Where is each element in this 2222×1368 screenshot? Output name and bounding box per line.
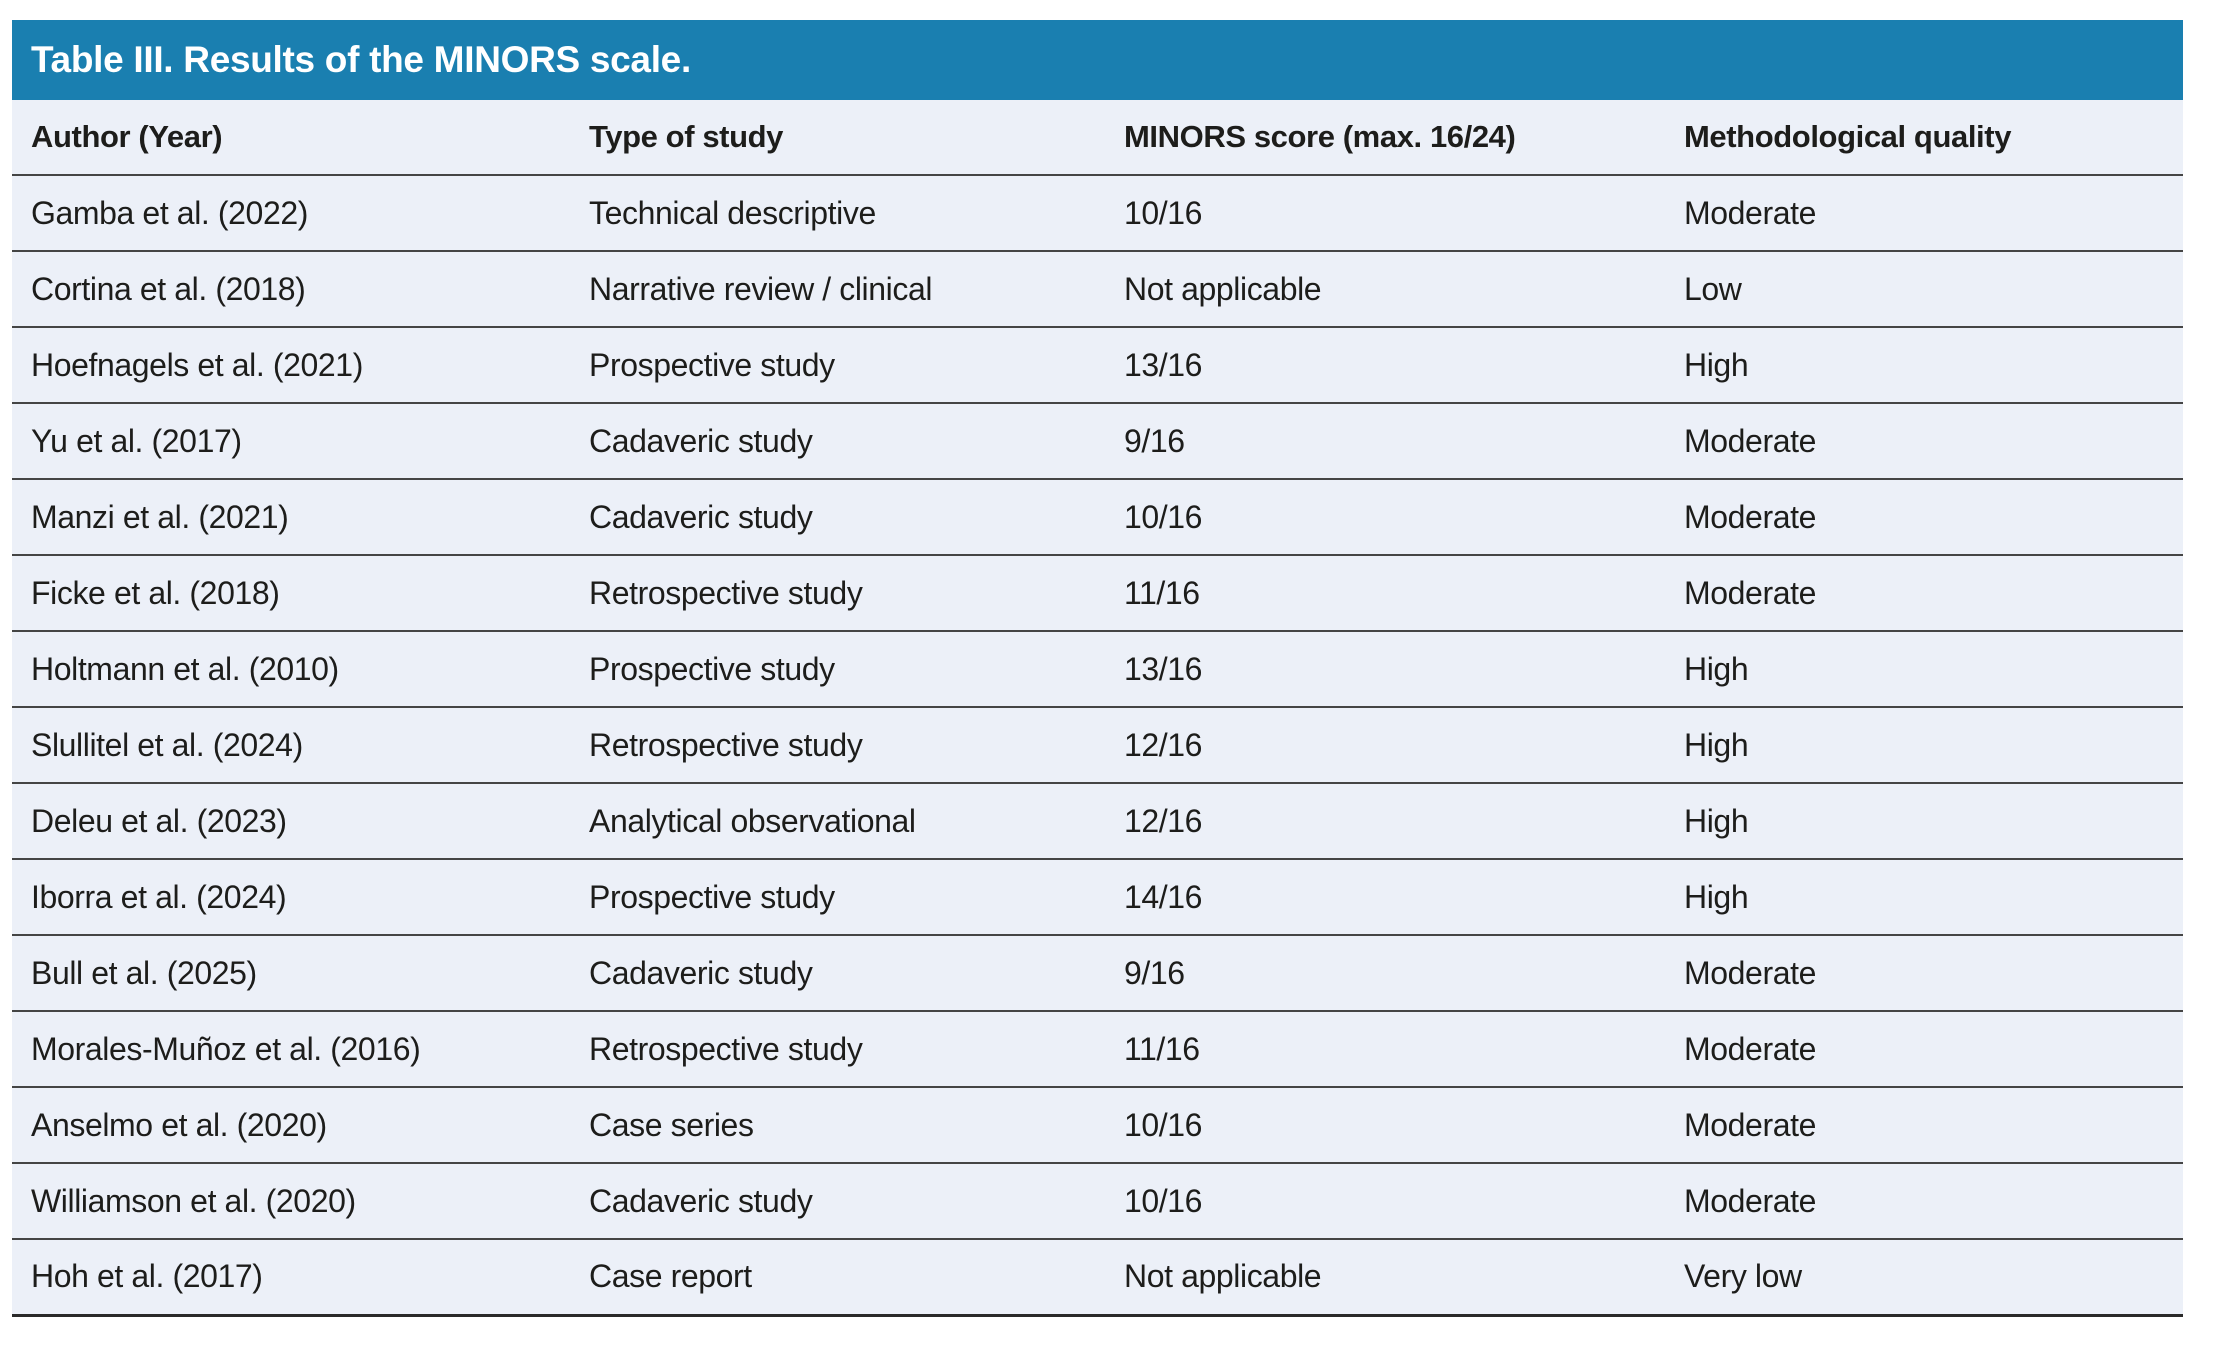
table-row: Anselmo et al. (2020) Case series 10/16 Mod… xyxy=(12,1087,2183,1164)
table-cell: High xyxy=(1665,631,2183,708)
column-header-study-type: Type of study xyxy=(570,100,1105,176)
table-row: Deleu et al. (2023) Analytical observatio… xyxy=(12,783,2183,860)
table-row: Hoh et al. (2017) Case report Not applicab… xyxy=(12,1239,2183,1317)
table-cell: Cortina et al. (2018) xyxy=(12,251,570,328)
table-cell: Cadaveric study xyxy=(570,935,1105,1012)
table-cell: Prospective study xyxy=(570,327,1105,404)
table-header: Author (Year) Type of study MINORS score… xyxy=(12,100,2183,176)
table-cell: Case series xyxy=(570,1087,1105,1164)
column-header-minors-score: MINORS score (max. 16/24) xyxy=(1105,100,1665,176)
table-cell: Hoh et al. (2017) xyxy=(12,1239,570,1317)
table-cell: Retrospective study xyxy=(570,707,1105,784)
table-cell: Prospective study xyxy=(570,631,1105,708)
table-row: Ficke et al. (2018) Retrospective study 11… xyxy=(12,555,2183,632)
table-cell: Moderate xyxy=(1665,1163,2183,1240)
table-row: Yu et al. (2017) Cadaveric study 9/16 Moder… xyxy=(12,403,2183,480)
column-header-author: Author (Year) xyxy=(12,100,570,176)
table-cell: 14/16 xyxy=(1105,859,1665,936)
table-cell: Not applicable xyxy=(1105,1239,1665,1317)
table-cell: Moderate xyxy=(1665,1087,2183,1164)
table-cell: High xyxy=(1665,327,2183,404)
minors-table: Author (Year) Type of study MINORS score… xyxy=(12,100,2183,1317)
table-cell: 10/16 xyxy=(1105,479,1665,556)
table-cell: 10/16 xyxy=(1105,1163,1665,1240)
table-cell: Williamson et al. (2020) xyxy=(12,1163,570,1240)
table-cell: 13/16 xyxy=(1105,327,1665,404)
table-cell: Low xyxy=(1665,251,2183,328)
table-cell: Moderate xyxy=(1665,175,2183,252)
table-title: Table III. Results of the MINORS scale. xyxy=(12,20,2183,100)
table-row: Slullitel et al. (2024) Retrospective stu… xyxy=(12,707,2183,784)
table-cell: Holtmann et al. (2010) xyxy=(12,631,570,708)
table-cell: 10/16 xyxy=(1105,175,1665,252)
table-cell: Analytical observational xyxy=(570,783,1105,860)
table-row: Holtmann et al. (2010) Prospective study 1… xyxy=(12,631,2183,708)
table-cell: Retrospective study xyxy=(570,1011,1105,1088)
table-cell: Gamba et al. (2022) xyxy=(12,175,570,252)
table-cell: Ficke et al. (2018) xyxy=(12,555,570,632)
table-cell: Case report xyxy=(570,1239,1105,1317)
table-row: Cortina et al. (2018) Narrative review / … xyxy=(12,251,2183,328)
table-cell: 12/16 xyxy=(1105,783,1665,860)
table-row: Morales-Muñoz et al. (2016) Retrospective… xyxy=(12,1011,2183,1088)
table-cell: High xyxy=(1665,859,2183,936)
table-cell: Slullitel et al. (2024) xyxy=(12,707,570,784)
table-body: Gamba et al. (2022) Technical descriptive… xyxy=(12,175,2183,1317)
table-cell: Anselmo et al. (2020) xyxy=(12,1087,570,1164)
table-cell: Cadaveric study xyxy=(570,1163,1105,1240)
table-cell: Morales-Muñoz et al. (2016) xyxy=(12,1011,570,1088)
table-cell: Bull et al. (2025) xyxy=(12,935,570,1012)
table-cell: Iborra et al. (2024) xyxy=(12,859,570,936)
table-cell: Narrative review / clinical xyxy=(570,251,1105,328)
table-cell: Very low xyxy=(1665,1239,2183,1317)
table-cell: 12/16 xyxy=(1105,707,1665,784)
table-cell: Hoefnagels et al. (2021) xyxy=(12,327,570,404)
table-cell: Moderate xyxy=(1665,935,2183,1012)
table-cell: 11/16 xyxy=(1105,555,1665,632)
table-cell: 11/16 xyxy=(1105,1011,1665,1088)
table-row: Gamba et al. (2022) Technical descriptive… xyxy=(12,175,2183,252)
table-cell: Moderate xyxy=(1665,1011,2183,1088)
table-cell: High xyxy=(1665,707,2183,784)
table-cell: Cadaveric study xyxy=(570,403,1105,480)
table-row: Williamson et al. (2020) Cadaveric study 1… xyxy=(12,1163,2183,1240)
table-row: Hoefnagels et al. (2021) Prospective stud… xyxy=(12,327,2183,404)
table-row: Manzi et al. (2021) Cadaveric study 10/16 M… xyxy=(12,479,2183,556)
table-cell: Cadaveric study xyxy=(570,479,1105,556)
table-cell: High xyxy=(1665,783,2183,860)
table-cell: Moderate xyxy=(1665,555,2183,632)
table-cell: Moderate xyxy=(1665,479,2183,556)
table-cell: 13/16 xyxy=(1105,631,1665,708)
table-cell: Deleu et al. (2023) xyxy=(12,783,570,860)
table-cell: 10/16 xyxy=(1105,1087,1665,1164)
table-row: Iborra et al. (2024) Prospective study 14/… xyxy=(12,859,2183,936)
table-cell: Manzi et al. (2021) xyxy=(12,479,570,556)
table-cell: 9/16 xyxy=(1105,403,1665,480)
minors-table-container: Table III. Results of the MINORS scale. … xyxy=(12,20,2183,1317)
table-cell: Prospective study xyxy=(570,859,1105,936)
table-cell: Retrospective study xyxy=(570,555,1105,632)
table-cell: Not applicable xyxy=(1105,251,1665,328)
column-header-quality: Methodological quality xyxy=(1665,100,2183,176)
table-cell: Yu et al. (2017) xyxy=(12,403,570,480)
table-cell: 9/16 xyxy=(1105,935,1665,1012)
table-cell: Moderate xyxy=(1665,403,2183,480)
header-row: Author (Year) Type of study MINORS score… xyxy=(12,100,2183,176)
table-row: Bull et al. (2025) Cadaveric study 9/16 Mod… xyxy=(12,935,2183,1012)
table-cell: Technical descriptive xyxy=(570,175,1105,252)
